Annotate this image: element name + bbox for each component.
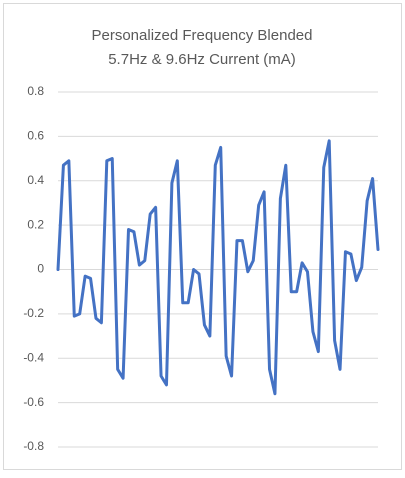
y-tick-label: 0.8 xyxy=(27,84,44,98)
y-tick-label: -0.4 xyxy=(23,350,44,364)
y-tick-label: 0 xyxy=(37,262,44,276)
y-tick-label: -0.2 xyxy=(23,306,44,320)
y-tick-label: 0.4 xyxy=(27,173,44,187)
chart-title: Personalized Frequency Blended xyxy=(92,27,313,44)
y-tick-label: -0.8 xyxy=(23,439,44,453)
y-tick-label: 0.2 xyxy=(27,217,44,231)
y-tick-label: -0.6 xyxy=(23,395,44,409)
chart-border xyxy=(3,3,402,470)
y-tick-label: 0.6 xyxy=(27,129,44,143)
data-line xyxy=(56,139,380,396)
plot xyxy=(56,139,380,396)
chart-title: 5.7Hz & 9.6Hz Current (mA) xyxy=(108,51,296,68)
